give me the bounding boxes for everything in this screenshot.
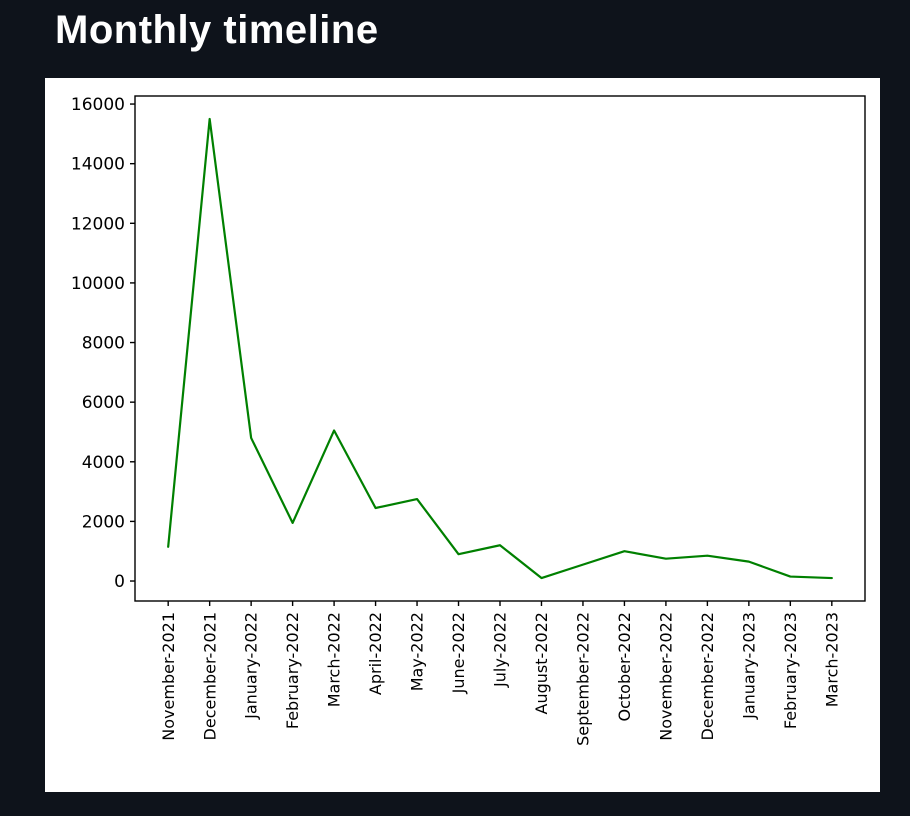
x-tick-label: September-2022 bbox=[574, 612, 593, 746]
x-tick-label: May-2022 bbox=[408, 612, 427, 691]
chart-card: 0 2000 4000 6000 8000 10000 12000 14000 16000 Nov… bbox=[45, 78, 880, 792]
plot-area bbox=[134, 95, 866, 602]
x-tick-label: November-2021 bbox=[159, 612, 178, 741]
x-tick-label: January-2022 bbox=[242, 612, 261, 720]
x-tick-label: December-2022 bbox=[698, 612, 717, 740]
x-tick-label: February-2022 bbox=[283, 612, 302, 729]
y-tick-label: 12000 bbox=[71, 214, 125, 234]
y-tick-label: 2000 bbox=[82, 512, 125, 532]
page-title: Monthly timeline bbox=[55, 8, 379, 52]
x-tick-label: January-2023 bbox=[739, 612, 758, 720]
x-tick-label: March-2022 bbox=[325, 612, 344, 707]
y-tick-label: 0 bbox=[114, 572, 125, 592]
y-tick-label: 8000 bbox=[82, 334, 125, 354]
y-tick-label: 6000 bbox=[82, 393, 125, 413]
x-tick-label: June-2022 bbox=[449, 612, 468, 694]
y-tick-label: 16000 bbox=[71, 95, 125, 115]
x-tick-label: November-2022 bbox=[657, 612, 676, 741]
monthly-timeline-chart: 0 2000 4000 6000 8000 10000 12000 14000 16000 Nov… bbox=[71, 95, 866, 746]
x-tick-label: April-2022 bbox=[366, 612, 385, 695]
y-tick-label: 10000 bbox=[71, 274, 125, 294]
x-tick-label: December-2021 bbox=[200, 612, 219, 740]
timeline-series-line bbox=[167, 117, 833, 580]
x-tick-label: February-2023 bbox=[781, 612, 800, 729]
x-tick-label: October-2022 bbox=[615, 612, 634, 722]
x-tick-label: July-2022 bbox=[491, 612, 510, 688]
x-tick-label: March-2023 bbox=[822, 612, 841, 707]
x-tick-label: August-2022 bbox=[532, 612, 551, 714]
y-tick-label: 4000 bbox=[82, 453, 125, 473]
y-tick-label: 14000 bbox=[71, 155, 125, 175]
